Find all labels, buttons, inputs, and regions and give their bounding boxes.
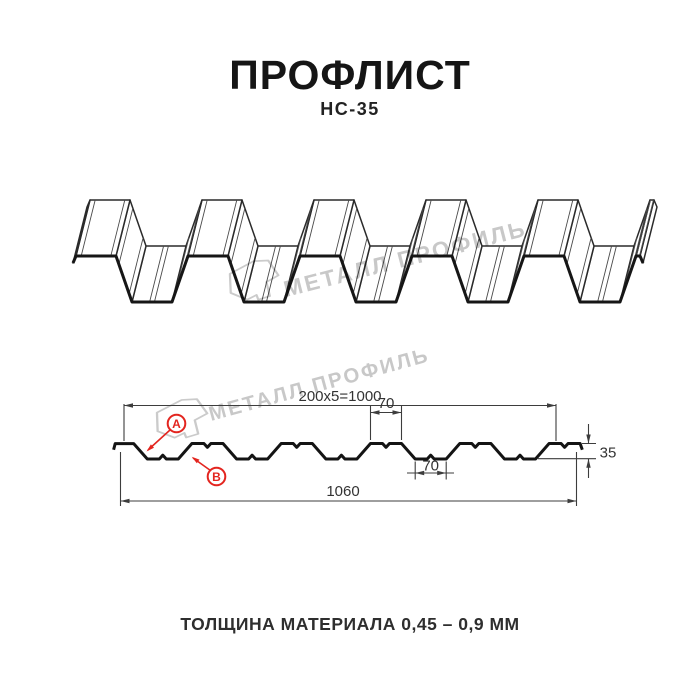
groove-line — [597, 245, 613, 303]
cross-section-view: 200x5=1000 70 70 35 1060 А В — [112, 388, 617, 506]
callout-a-circle — [166, 413, 187, 434]
groove-line — [485, 245, 501, 303]
watermark-text: МЕТАЛЛ ПРОФИЛЬ — [206, 344, 432, 426]
groove-line — [342, 208, 358, 265]
groove-line — [373, 245, 389, 303]
callout-a: А — [146, 413, 187, 452]
dim-total-width: 1060 — [326, 483, 359, 500]
page-title: ПРОФЛИСТ — [229, 52, 471, 98]
groove-line — [230, 208, 246, 265]
section-profile-line — [112, 442, 584, 461]
thickness-note: ТОЛЩИНА МАТЕРИАЛА 0,45 – 0,9 ММ — [180, 614, 520, 634]
callout-b-label: В — [212, 470, 221, 484]
callout-a-arrowhead — [146, 444, 154, 452]
groove-line — [261, 245, 277, 303]
groove-line — [416, 199, 432, 257]
groove-line — [153, 245, 169, 303]
groove-line — [464, 237, 480, 294]
sheet-cut-edge — [71, 254, 645, 304]
callout-b: В — [191, 456, 227, 487]
groove-line — [576, 237, 592, 294]
dim-top-width: 200x5=1000 — [299, 388, 382, 405]
groove-line — [192, 199, 208, 257]
groove-line — [118, 208, 134, 265]
groove-line — [636, 199, 651, 257]
groove-line — [601, 245, 617, 303]
groove-line — [377, 245, 393, 303]
dim-valley-width: 70 — [422, 458, 439, 475]
groove-line — [454, 208, 470, 265]
groove-line — [110, 199, 126, 257]
callout-b-arrowhead — [191, 456, 200, 464]
groove-line — [222, 199, 238, 257]
groove-line — [446, 199, 462, 257]
profile-model: НС-35 — [320, 99, 380, 119]
dimension-arrowheads — [120, 403, 591, 504]
dim-height: 35 — [600, 445, 617, 462]
groove-line — [489, 245, 505, 303]
groove-line — [80, 199, 96, 257]
callout-a-label: А — [172, 417, 181, 431]
groove-line — [639, 199, 654, 257]
groove-line — [149, 245, 165, 303]
groove-line — [304, 199, 320, 257]
groove-line — [566, 208, 582, 265]
watermark-lower: МЕТАЛЛ ПРОФИЛЬ — [151, 344, 432, 444]
profile-3d-view — [71, 199, 658, 304]
groove-line — [128, 237, 144, 294]
dimension-lines — [119, 404, 596, 506]
dim-crest-width: 70 — [378, 395, 395, 412]
groove-line — [528, 199, 544, 257]
groove-line — [558, 199, 574, 257]
groove-line — [240, 237, 256, 294]
callout-b-circle — [206, 466, 227, 487]
groove-line — [352, 237, 368, 294]
groove-line — [334, 199, 350, 257]
